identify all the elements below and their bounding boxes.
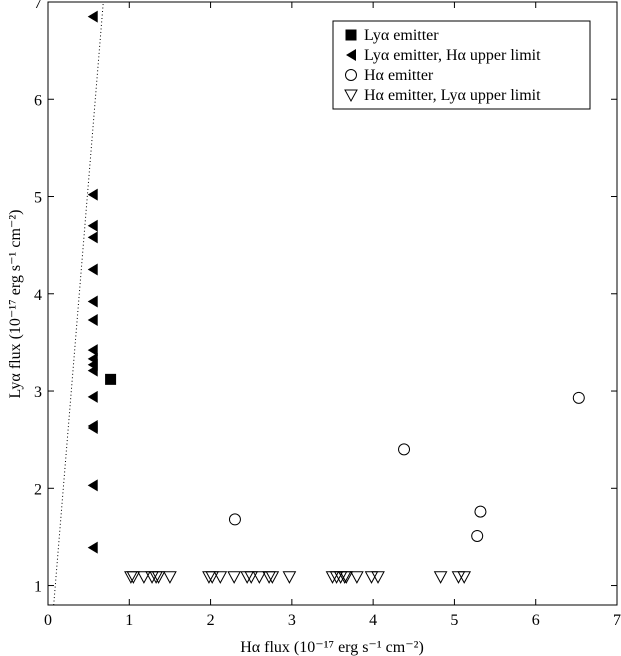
x-axis-label: Hα flux (10⁻¹⁷ erg s⁻¹ cm⁻²) (240, 639, 424, 656)
data-point-series-4 (244, 571, 259, 584)
y-tick-label: 1 (34, 579, 42, 596)
data-point-series-4 (364, 571, 379, 584)
data-point-series-4 (227, 571, 241, 584)
data-point-series-2 (87, 295, 98, 308)
data-point-series-4 (433, 571, 448, 584)
data-point-series-4 (145, 571, 159, 584)
data-point-series-2 (87, 263, 98, 276)
x-tick-label: 0 (44, 612, 52, 629)
legend-marker-1 (345, 29, 357, 41)
data-point-series-4 (163, 571, 177, 584)
data-point-series-2 (87, 219, 98, 232)
data-point-series-4 (350, 571, 364, 584)
data-point-series-4 (282, 571, 297, 584)
data-point-series-2 (87, 541, 98, 554)
data-point-series-4 (333, 571, 348, 584)
x-tick-label: 3 (288, 612, 296, 629)
data-point-series-4 (151, 571, 166, 584)
legend-marker-2 (346, 49, 356, 61)
data-point-series-3 (398, 443, 411, 456)
legend-label: Hα emitter (364, 67, 434, 84)
y-tick-label: 4 (34, 287, 42, 304)
data-point-series-2 (87, 10, 98, 23)
y-tick-label: 5 (34, 190, 42, 207)
y-tick-label: 7 (34, 0, 42, 12)
data-point-series-4 (126, 571, 141, 584)
x-tick-label: 7 (613, 612, 621, 629)
chart-legend: Lyα emitter Lyα emitter, Hα upper limit Hα… (332, 20, 591, 110)
plot-frame (47, 1, 618, 606)
legend-label: Lyα emitter (364, 27, 439, 44)
data-point-series-3 (474, 505, 487, 518)
data-point-series-2 (87, 390, 98, 403)
y-tick-label: 3 (34, 384, 42, 401)
legend-label: Hα emitter, Lyα upper limit (364, 87, 541, 104)
x-tick-label: 4 (369, 612, 377, 629)
y-axis-label: Lyα flux (10⁻¹⁷ erg s⁻¹ cm⁻²) (7, 210, 24, 399)
legend-marker-3 (345, 69, 357, 81)
legend-frame (332, 20, 591, 110)
data-point-series-3 (471, 529, 484, 542)
data-point-series-2 (87, 364, 98, 377)
data-point-series-2 (87, 344, 98, 357)
data-point-series-4 (213, 571, 228, 584)
data-point-series-4 (205, 571, 220, 584)
legend-marker-4 (344, 89, 358, 103)
x-tick-label: 2 (207, 612, 215, 629)
reference-line (53, 2, 104, 605)
y-tick-label: 6 (34, 92, 42, 109)
data-point-series-2 (87, 314, 98, 327)
data-point-series-4 (265, 571, 280, 584)
data-point-series-4 (240, 571, 254, 584)
data-point-series-4 (252, 571, 267, 584)
data-point-series-3 (572, 391, 585, 404)
legend-label: Lyα emitter, Hα upper limit (364, 47, 541, 64)
data-point-series-2 (87, 231, 98, 244)
y-tick-label: 2 (34, 481, 42, 498)
data-point-series-4 (325, 571, 340, 584)
x-tick-label: 5 (450, 612, 458, 629)
data-point-series-4 (457, 571, 472, 584)
data-point-series-2 (87, 188, 98, 201)
data-point-series-2 (87, 479, 98, 492)
data-point-series-4 (371, 571, 385, 584)
data-point-series-4 (339, 571, 354, 584)
data-point-series-1 (105, 373, 117, 385)
x-tick-label: 1 (125, 612, 133, 629)
data-point-series-2 (87, 421, 98, 434)
data-point-series-4 (451, 571, 466, 584)
x-tick-label: 6 (532, 612, 540, 629)
data-point-series-3 (228, 513, 241, 526)
data-point-series-4 (137, 571, 151, 584)
